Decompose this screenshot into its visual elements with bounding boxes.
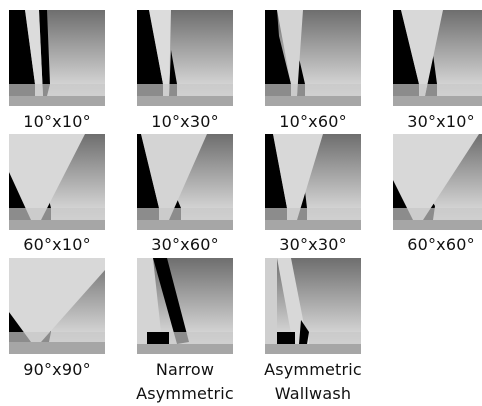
beam-60x60-illustration <box>393 134 482 230</box>
beam-pattern-10x60 <box>265 10 361 106</box>
caption-90x90: 90°x90° <box>23 360 91 379</box>
beam-pattern-10x30 <box>137 10 233 106</box>
caption-narrow: Narrow <box>155 360 215 379</box>
caption-10x30: 10°x30° <box>151 112 219 131</box>
beam-pattern-10x10 <box>9 10 105 106</box>
caption-wallwash: Wallwash <box>274 384 352 403</box>
beam-10x30-illustration <box>137 10 233 106</box>
caption-30x60: 30°x60° <box>151 235 219 254</box>
beam-pattern-narrow-asymmetric <box>137 258 233 354</box>
beam-asymmetric-wallwash-illustration <box>265 258 361 354</box>
beam-10x10-illustration <box>9 10 105 106</box>
beam-pattern-60x60 <box>393 134 482 230</box>
beam-pattern-30x30 <box>265 134 361 230</box>
beam-pattern-60x10 <box>9 134 105 230</box>
caption-30x30: 30°x30° <box>279 235 347 254</box>
beam-30x10-illustration <box>393 10 482 106</box>
caption-asymmetric: Asymmetric <box>264 360 362 379</box>
beam-60x10-illustration <box>9 134 105 230</box>
beam-10x60-illustration <box>265 10 361 106</box>
caption-60x60: 60°x60° <box>407 235 475 254</box>
caption-10x60: 10°x60° <box>279 112 347 131</box>
beam-pattern-asymmetric-wallwash <box>265 258 361 354</box>
beam-pattern-30x60 <box>137 134 233 230</box>
caption-30x10: 30°x10° <box>407 112 475 131</box>
caption-narrow-asymmetric: Asymmetric <box>136 384 234 403</box>
beam-pattern-30x10 <box>393 10 482 106</box>
caption-10x10: 10°x10° <box>23 112 91 131</box>
beam-30x60-illustration <box>137 134 233 230</box>
beam-90x90-illustration <box>9 258 105 354</box>
beam-30x30-illustration <box>265 134 361 230</box>
beam-pattern-90x90 <box>9 258 105 354</box>
caption-60x10: 60°x10° <box>23 235 91 254</box>
beam-narrow-asymmetric-illustration <box>137 258 233 354</box>
